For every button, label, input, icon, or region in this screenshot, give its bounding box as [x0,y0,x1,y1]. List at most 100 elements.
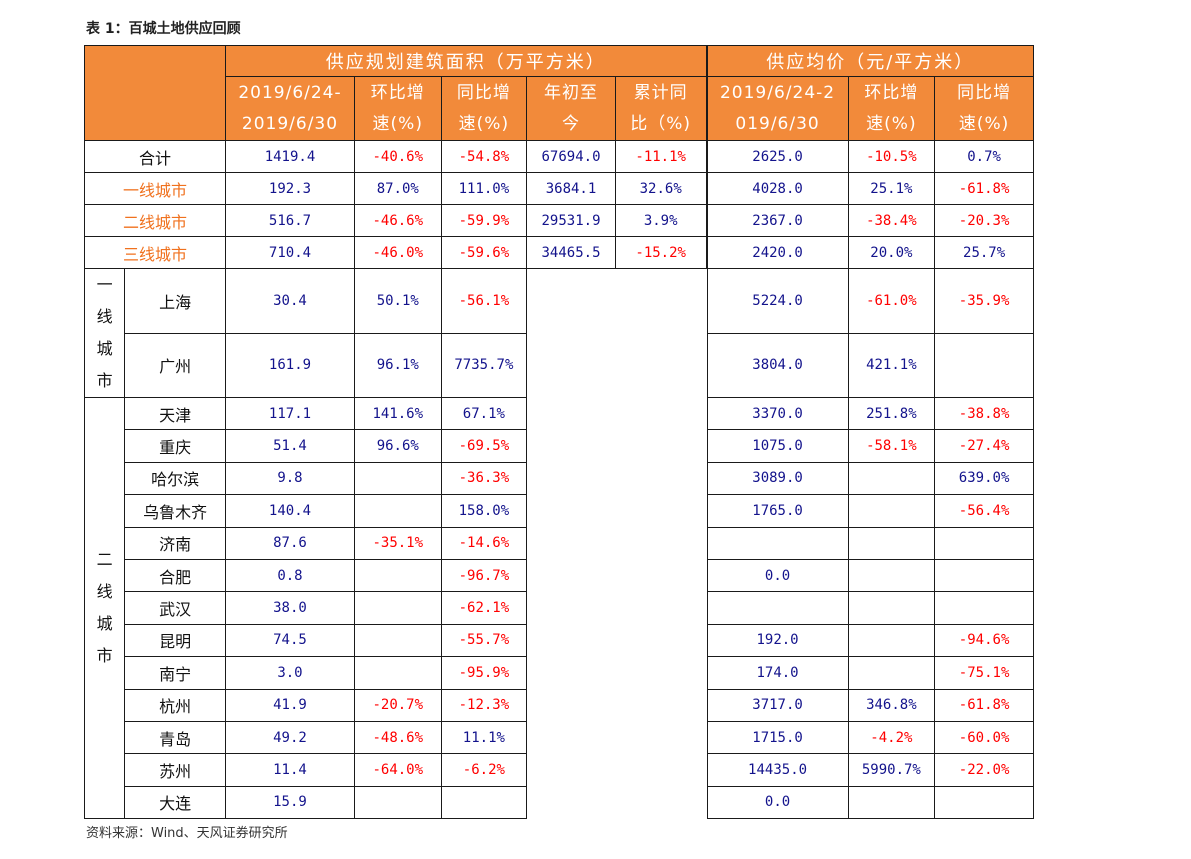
table-row: 哈尔滨 9.8 -36.3% 3089.0 639.0% [85,461,1034,496]
header-corner [83,45,227,141]
empty-cell [615,269,706,334]
city-name: 广州 [124,332,227,398]
value-cell: -10.5% [847,140,936,173]
value-cell [706,526,849,560]
city-name: 济南 [124,526,227,560]
value-cell: 117.1 [225,396,355,431]
table-row: 武汉 38.0 -62.1% [85,591,1034,625]
value-cell: -20.7% [353,688,442,722]
group-label-tier2: 二线城市 [83,396,126,820]
value-cell: 4028.0 [706,172,849,205]
value-cell: 2367.0 [706,204,849,237]
value-cell: 5990.7% [847,753,936,787]
source-note: 资料来源：Wind、天风证券研究所 [86,826,288,841]
empty-cell [615,592,706,624]
row-label: 一线城市 [83,172,227,205]
value-cell [934,591,1034,625]
table-row: 广州 161.9 96.1% 7735.7% 3804.0 421.1% [85,332,1034,398]
value-cell: 11.1% [440,720,528,755]
value-cell: 0.0 [706,785,849,820]
value-cell [934,558,1034,593]
value-cell [353,461,442,496]
value-cell [847,623,936,658]
value-cell [847,494,936,528]
value-cell: 29531.9 [526,204,616,237]
value-cell: 25.7% [934,236,1034,269]
value-cell: 0.8 [225,558,355,593]
value-cell: -58.1% [847,429,936,463]
value-cell: 14435.0 [706,753,849,787]
empty-cell [527,754,616,786]
value-cell [353,656,442,690]
row-label: 合计 [83,140,227,173]
header-cum-yoy: 累计同 比（%) [614,76,707,141]
value-cell [934,332,1034,398]
table-row: 苏州 11.4 -64.0% -6.2% 14435.0 5990.7% -22.0% [85,753,1034,787]
value-cell: -94.6% [934,623,1034,658]
value-cell: -35.9% [934,268,1034,334]
table-row: 乌鲁木齐 140.4 158.0% 1765.0 -56.4% [85,494,1034,528]
value-cell: 87.6 [225,526,355,560]
value-cell: 158.0% [440,494,528,528]
table-row: 一线城市 192.3 87.0% 111.0% 3684.1 32.6% 4028.0 25.… [83,172,1034,205]
table-row: 二线城市 516.7 -46.6% -59.9% 29531.9 3.9% 2367.0 -3… [83,204,1034,237]
value-cell: -46.0% [353,236,442,269]
value-cell: -59.9% [440,204,528,237]
value-cell: 174.0 [706,656,849,690]
value-cell: -35.1% [353,526,442,560]
empty-cell [615,430,706,462]
value-cell: 3089.0 [706,461,849,496]
table-row: 昆明 74.5 -55.7% 192.0 -94.6% [85,623,1034,658]
empty-cell [615,495,706,527]
empty-cell [527,624,616,656]
value-cell: 639.0% [934,461,1034,496]
empty-cell [615,754,706,786]
value-cell [847,526,936,560]
table-row: 重庆 51.4 96.6% -69.5% 1075.0 -58.1% -27.4% [85,429,1034,463]
row-label: 三线城市 [83,236,227,269]
value-cell [847,461,936,496]
value-cell: -48.6% [353,720,442,755]
city-name: 上海 [124,268,227,334]
value-cell [440,785,528,820]
value-cell [353,558,442,593]
value-cell: 41.9 [225,688,355,722]
value-cell [847,558,936,593]
city-name: 大连 [124,785,227,820]
value-cell: -69.5% [440,429,528,463]
value-cell: 192.3 [225,172,355,205]
value-cell: -61.0% [847,268,936,334]
value-cell: -14.6% [440,526,528,560]
value-cell: 3717.0 [706,688,849,722]
value-cell [847,591,936,625]
empty-cell [527,657,616,689]
value-cell: -55.7% [440,623,528,658]
land-supply-table: 供应规划建筑面积（万平方米） 供应均价（元/平方米） 2019/6/24- 201… [83,45,1035,820]
value-cell: 0.7% [934,140,1034,173]
value-cell: 192.0 [706,623,849,658]
value-cell [353,494,442,528]
empty-cell [615,527,706,559]
empty-cell [527,527,616,559]
table-row: 一线城市上海 30.4 50.1% -56.1% 5224.0 -61.0% -35.9% [83,268,1034,398]
value-cell: 421.1% [847,332,936,398]
table-row: 合计 1419.4 -40.6% -54.8% 67694.0 -11.1% 2625.0-… [83,140,1034,173]
row-label: 二线城市 [83,204,227,237]
value-cell: 111.0% [440,172,528,205]
table-row: 青岛 49.2 -48.6% 11.1% 1715.0 -4.2% -60.0% [85,720,1034,755]
value-cell: 67.1% [440,396,528,431]
value-cell: 516.7 [225,204,355,237]
value-cell: -60.0% [934,720,1034,755]
empty-cell [615,721,706,753]
value-cell: 251.8% [847,396,936,431]
header-supply-area: 供应规划建筑面积（万平方米） [225,45,707,77]
value-cell: -56.1% [440,268,528,334]
value-cell [847,656,936,690]
group-label-tier1: 一线城市 [83,268,126,398]
empty-cell [615,462,706,494]
value-cell: -20.3% [934,204,1034,237]
value-cell: -38.8% [934,396,1034,431]
table-row: 大连 15.9 0.0 [85,785,1034,820]
header-mom-b: 环比增 速(%) [847,76,936,141]
value-cell: -95.9% [440,656,528,690]
